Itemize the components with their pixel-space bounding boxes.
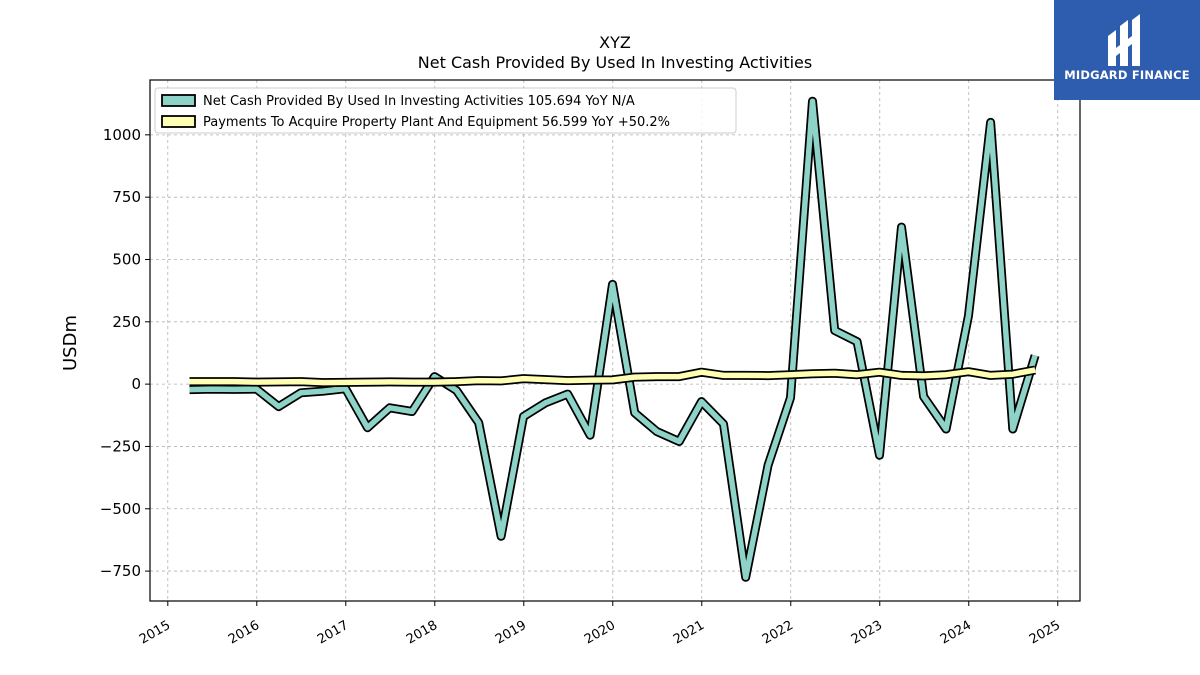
x-tick-label: 2022 [760, 618, 796, 648]
x-tick-label: 2018 [404, 618, 440, 648]
legend-label-capex: Payments To Acquire Property Plant And E… [203, 115, 670, 130]
x-tick-label: 2025 [1027, 618, 1063, 648]
brand-logo: MIDGARD FINANCE [1054, 0, 1200, 100]
chart-subtitle: Net Cash Provided By Used In Investing A… [418, 53, 812, 72]
legend-swatch-net-cash [161, 94, 196, 107]
series-line-net-cash [189, 98, 1038, 581]
y-axis-ticks: −750 −500 −250 0 250 500 750 1000 [100, 126, 150, 580]
y-axis-label: USDm [60, 315, 81, 371]
legend-swatch-capex [161, 115, 196, 128]
y-tick-label: −250 [100, 437, 141, 455]
y-tick-label: −500 [100, 500, 141, 518]
x-tick-label: 2016 [226, 618, 262, 648]
x-tick-label: 2020 [582, 618, 618, 648]
y-tick-label: −750 [100, 562, 141, 580]
x-tick-label: 2021 [671, 618, 707, 648]
legend-box [154, 87, 737, 134]
series-outline-net-cash [189, 96, 1040, 582]
y-tick-label: 250 [112, 313, 141, 331]
x-tick-label: 2023 [849, 618, 885, 648]
y-tick-label: 500 [112, 250, 141, 268]
legend-label-net-cash: Net Cash Provided By Used In Investing A… [203, 94, 635, 109]
series-line-capex [189, 367, 1036, 386]
x-tick-label: 2015 [137, 618, 173, 648]
brand-name: MIDGARD FINANCE [1064, 68, 1190, 82]
legend: Net Cash Provided By Used In Investing A… [154, 87, 737, 134]
x-tick-label: 2019 [493, 618, 529, 648]
grid-lines [150, 80, 1080, 601]
x-axis-ticks: 2015 2016 2017 2018 2019 2020 2021 2022 2023 2024… [137, 601, 1063, 647]
y-tick-label: 0 [131, 375, 141, 393]
midgard-logo-icon [1108, 14, 1140, 66]
series-group [189, 96, 1040, 582]
plot-area-frame [149, 79, 1081, 602]
x-tick-label: 2024 [938, 618, 974, 648]
x-tick-label: 2017 [315, 618, 351, 648]
y-tick-label: 750 [112, 188, 141, 206]
chart-title: XYZ [599, 33, 631, 52]
y-tick-label: 1000 [103, 126, 141, 144]
